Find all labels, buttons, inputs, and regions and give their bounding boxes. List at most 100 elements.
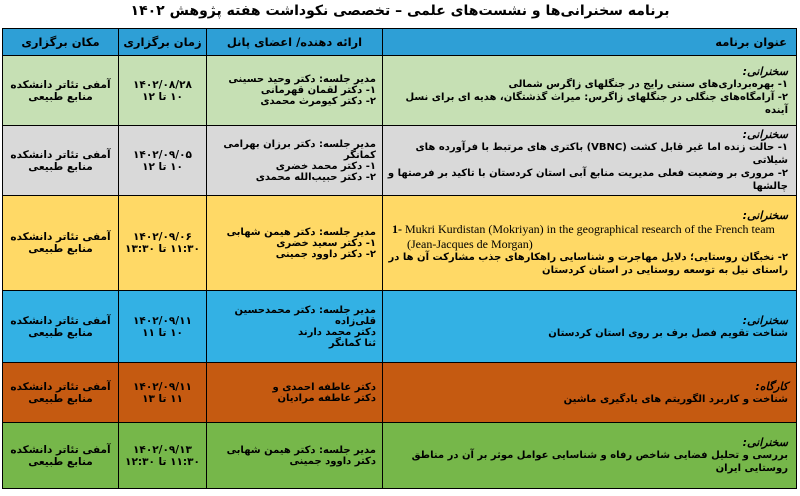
- program-item: ۲- نخبگان روستایی؛ دلایل مهاجرت و شناسای…: [388, 251, 788, 276]
- panel-member: مدیر جلسه: دکتر محمدحسین قلی‌زاده: [234, 304, 376, 327]
- cell-panel: مدیر جلسه: دکتر هیمن شهابی دکتر داوود جمی…: [206, 422, 383, 489]
- panel-member: ۱- دکتر سعید خضری: [276, 237, 376, 249]
- cell-panel: مدیر جلسه: دکتر هیمن شهابی ۱- دکتر سعید خ…: [206, 195, 383, 291]
- page-title: برنامه سخنرانی‌ها و نشست‌های علمی – تخصص…: [130, 3, 670, 19]
- cell-panel: دکتر عاطفه احمدی و دکتر عاطفه مرادیان: [206, 362, 383, 423]
- cell-time: ۱۴۰۲/۰۸/۲۸ ۱۰ تا ۱۲: [118, 55, 207, 126]
- cell-time: ۱۴۰۲/۰۹/۱۳ ۱۱:۳۰ تا ۱۲:۳۰: [118, 422, 207, 489]
- panel-member: ثنا کمانگر: [328, 337, 376, 349]
- program-category: سخنرانی:: [742, 209, 788, 223]
- event-date: ۱۴۰۲/۰۹/۱۳: [133, 443, 192, 456]
- place-line: آمفی تئاتر دانشکده: [10, 443, 111, 456]
- cell-panel: مدیر جلسه: دکتر محمدحسین قلی‌زاده دکتر مح…: [206, 290, 383, 363]
- table-row: سخنرانی: ۱- حالت زنده اما غیر قابل کشت (V…: [2, 125, 797, 196]
- program-title-content: سخنرانی: بررسی و تحلیل فضایی شاخص رفاه و …: [384, 434, 796, 477]
- place-line: منابع طبیعی: [28, 243, 93, 255]
- panel-member: مدیر جلسه: دکتر برزان بهرامی کمانگر: [223, 138, 376, 161]
- time-content: ۱۴۰۲/۰۹/۱۱ ۱۱ تا ۱۳: [120, 379, 206, 407]
- program-item: شناخت و کاربرد الگوریتم های یادگیری ماشی…: [563, 393, 788, 405]
- place-line: آمفی تئاتر دانشکده: [10, 78, 111, 91]
- program-item: بررسی و تحلیل فضایی شاخص رفاه و شناسایی …: [411, 450, 788, 474]
- program-item: ۱- بهره‌برداری‌های سنتی رایج در جنگلهای …: [508, 78, 788, 90]
- table-row: سخنرانی: ۱- بهره‌برداری‌های سنتی رایج در …: [2, 55, 797, 126]
- table-row: سخنرانی: شناخت تقویم فصل برف بر روی استان…: [2, 290, 797, 363]
- panel-content: دکتر عاطفه احمدی و دکتر عاطفه مرادیان: [208, 380, 382, 406]
- program-title-content: سخنرانی: شناخت تقویم فصل برف بر روی استان…: [384, 312, 796, 342]
- panel-member: دکتر عاطفه مرادیان: [277, 392, 377, 404]
- place-line: آمفی تئاتر دانشکده: [10, 148, 111, 161]
- program-item: ۲- مروری بر وضعیت فعلی مدیریت منابع آبی …: [387, 168, 788, 192]
- cell-place: آمفی تئاتر دانشکده منابع طبیعی: [2, 290, 119, 363]
- program-item: ۲- آرامگاه‌های جنگلی در جنگلهای زاگرس: م…: [405, 91, 788, 116]
- panel-content: مدیر جلسه: دکتر وحید حسینی ۱- دکتر لقمان …: [208, 72, 382, 109]
- panel-member: دکتر محمد دارند: [298, 326, 376, 338]
- place-line: منابع طبیعی: [28, 160, 93, 173]
- program-category: سخنرانی:: [742, 128, 788, 141]
- program-title-content: کارگاه: شناخت و کاربرد الگوریتم های یادگی…: [384, 378, 796, 408]
- place-content: آمفی تئاتر دانشکده منابع طبیعی: [4, 442, 118, 470]
- event-date: ۱۴۰۲/۰۹/۱۱: [133, 380, 192, 393]
- place-content: آمفی تئاتر دانشکده منابع طبیعی: [4, 77, 118, 105]
- cell-program-title: سخنرانی: 1- Mukri Kurdistan (Mokriyan) in…: [382, 195, 797, 291]
- panel-member: مدیر جلسه: دکتر هیمن شهابی: [226, 226, 376, 238]
- panel-content: مدیر جلسه: دکتر محمدحسین قلی‌زاده دکتر مح…: [208, 303, 382, 351]
- table-body: سخنرانی: ۱- بهره‌برداری‌های سنتی رایج در …: [2, 55, 797, 489]
- column-header-time: زمان برگزاری: [118, 28, 207, 56]
- place-line: منابع طبیعی: [28, 326, 93, 339]
- event-hours: ۱۰ تا ۱۲: [142, 160, 183, 173]
- column-header-place: مکان برگزاری: [2, 28, 119, 56]
- time-content: ۱۴۰۲/۰۹/۰۵ ۱۰ تا ۱۲: [120, 147, 206, 175]
- place-line: منابع طبیعی: [28, 90, 93, 103]
- table-row: سخنرانی: بررسی و تحلیل فضایی شاخص رفاه و …: [2, 422, 797, 489]
- table-row: سخنرانی: 1- Mukri Kurdistan (Mokriyan) in…: [2, 195, 797, 291]
- cell-time: ۱۴۰۲/۰۹/۰۶ ۱۱:۳۰ تا ۱۳:۳۰: [118, 195, 207, 291]
- event-hours: ۱۰ تا ۱۲: [142, 90, 183, 103]
- cell-place: آمفی تئاتر دانشکده منابع طبیعی: [2, 422, 119, 489]
- program-category: سخنرانی:: [742, 64, 788, 78]
- program-title-content: سخنرانی: 1- Mukri Kurdistan (Mokriyan) in…: [384, 207, 796, 279]
- cell-program-title: سخنرانی: شناخت تقویم فصل برف بر روی استان…: [382, 290, 797, 363]
- cell-panel: مدیر جلسه: دکتر برزان بهرامی کمانگر ۱- دک…: [206, 125, 383, 196]
- panel-content: مدیر جلسه: دکتر برزان بهرامی کمانگر ۱- دک…: [208, 137, 382, 185]
- panel-member: مدیر جلسه: دکتر هیمن شهابی: [226, 444, 376, 456]
- place-content: آمفی تئاتر دانشکده منابع طبیعی: [4, 313, 118, 341]
- place-content: آمفی تئاتر دانشکده منابع طبیعی: [4, 229, 118, 257]
- cell-program-title: سخنرانی: ۱- حالت زنده اما غیر قابل کشت (V…: [382, 125, 797, 196]
- event-hours: ۱۱ تا ۱۳: [142, 392, 183, 405]
- time-content: ۱۴۰۲/۰۹/۰۶ ۱۱:۳۰ تا ۱۳:۳۰: [120, 229, 206, 257]
- cell-program-title: کارگاه: شناخت و کاربرد الگوریتم های یادگی…: [382, 362, 797, 423]
- place-content: آمفی تئاتر دانشکده منابع طبیعی: [4, 147, 118, 175]
- panel-member: ۲- دکتر حبیب‌الله محمدی: [255, 171, 376, 183]
- program-category: سخنرانی:: [742, 436, 788, 449]
- schedule-table: عنوان برنامه ارائه دهنده/ اعضای پانل زما…: [2, 28, 797, 489]
- event-date: ۱۴۰۲/۰۹/۰۵: [133, 148, 192, 161]
- time-content: ۱۴۰۲/۰۹/۱۳ ۱۱:۳۰ تا ۱۲:۳۰: [120, 442, 206, 470]
- cell-place: آمفی تئاتر دانشکده منابع طبیعی: [2, 195, 119, 291]
- panel-member: ۲- دکتر داوود جمینی: [275, 248, 376, 260]
- time-content: ۱۴۰۲/۰۹/۱۱ ۱۰ تا ۱۱: [120, 313, 206, 341]
- program-category: سخنرانی:: [742, 313, 788, 327]
- event-date: ۱۴۰۲/۰۹/۰۶: [133, 231, 192, 243]
- cell-place: آمفی تئاتر دانشکده منابع طبیعی: [2, 362, 119, 423]
- program-item: ۱- حالت زنده اما غیر قابل کشت (VBNC) باک…: [415, 142, 788, 166]
- place-line: آمفی تئاتر دانشکده: [10, 314, 111, 327]
- cell-program-title: سخنرانی: ۱- بهره‌برداری‌های سنتی رایج در …: [382, 55, 797, 126]
- program-title-content: سخنرانی: ۱- حالت زنده اما غیر قابل کشت (V…: [384, 127, 796, 195]
- cell-time: ۱۴۰۲/۰۹/۰۵ ۱۰ تا ۱۲: [118, 125, 207, 196]
- panel-member: ۱- دکتر لقمان قهرمانی: [260, 85, 376, 96]
- place-line: آمفی تئاتر دانشکده: [10, 231, 111, 243]
- place-content: آمفی تئاتر دانشکده منابع طبیعی: [4, 379, 118, 407]
- event-date: ۱۴۰۲/۰۸/۲۸: [133, 78, 192, 91]
- item-number: 1-: [392, 222, 402, 237]
- column-header-panel: ارائه دهنده/ اعضای پانل: [206, 28, 383, 56]
- place-line: منابع طبیعی: [28, 392, 93, 405]
- cell-time: ۱۴۰۲/۰۹/۱۱ ۱۰ تا ۱۱: [118, 290, 207, 363]
- program-item: 1- Mukri Kurdistan (Mokriyan) in the geo…: [392, 222, 775, 251]
- program-category: کارگاه:: [755, 379, 788, 393]
- place-line: منابع طبیعی: [28, 455, 93, 468]
- panel-member: مدیر جلسه: دکتر وحید حسینی: [228, 74, 376, 85]
- cell-program-title: سخنرانی: بررسی و تحلیل فضایی شاخص رفاه و …: [382, 422, 797, 489]
- cell-place: آمفی تئاتر دانشکده منابع طبیعی: [2, 125, 119, 196]
- cell-panel: مدیر جلسه: دکتر وحید حسینی ۱- دکتر لقمان …: [206, 55, 383, 126]
